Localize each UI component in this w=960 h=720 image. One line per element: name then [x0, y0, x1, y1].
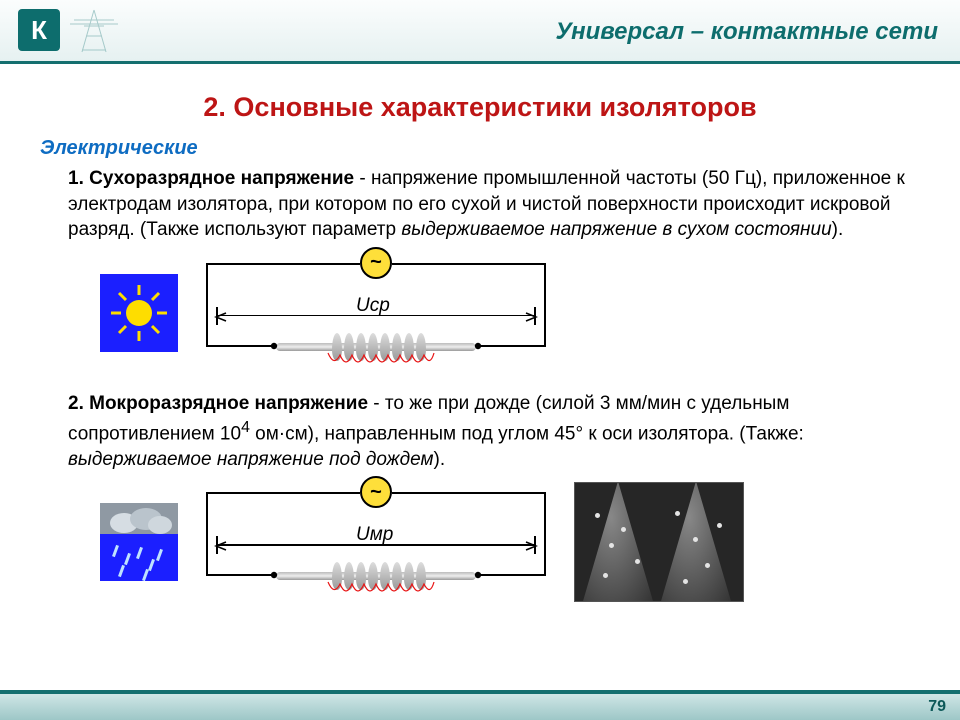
- u-label-wet: Uмр: [356, 524, 393, 546]
- figure-2: ~ Uмр: [100, 482, 920, 602]
- logo: К: [18, 6, 124, 54]
- wet-insulator-photo: [574, 482, 744, 602]
- page-number: 79: [928, 698, 946, 716]
- arrow-right-icon: [524, 312, 538, 322]
- item-2-tail: ).: [434, 449, 446, 470]
- item-2-lead: 2. Мокроразрядное напряжение: [68, 393, 368, 414]
- figure-1: ~ Ucр: [100, 253, 920, 373]
- u-label-dry: Ucр: [356, 295, 390, 317]
- sun-icon: [100, 274, 178, 352]
- main-title: 2. Основные характеристики изоляторов: [40, 92, 920, 123]
- logo-mark: К: [18, 9, 60, 51]
- circuit-dry: ~ Ucр: [196, 253, 556, 373]
- spark-icon: [326, 349, 436, 373]
- tower-icon: [64, 6, 124, 54]
- spark-icon: [326, 578, 436, 602]
- content-area: 2. Основные характеристики изоляторов Эл…: [0, 64, 960, 602]
- item-2-ital: выдерживаемое напряжение под дождем: [68, 449, 434, 470]
- ac-source-icon: ~: [360, 247, 392, 279]
- rain-icon: [100, 503, 178, 581]
- ac-source-icon: ~: [360, 476, 392, 508]
- subheading: Электрические: [40, 137, 920, 160]
- page-header: К Универсал – контактные сети: [0, 0, 960, 64]
- item-1-ital: выдерживаемое напряжение в сухом состоян…: [401, 219, 831, 240]
- item-1: 1. Сухоразрядное напряжение - напряжение…: [68, 166, 920, 243]
- item-2-sup: 4: [241, 419, 250, 436]
- footer-bar: 79: [0, 694, 960, 720]
- header-title: Универсал – контактные сети: [555, 18, 938, 46]
- item-2: 2. Мокроразрядное напряжение - то же при…: [68, 391, 920, 472]
- circuit-wet: ~ Uмр: [196, 482, 556, 602]
- item-1-tail: ).: [832, 219, 844, 240]
- arrow-right-icon: [524, 541, 538, 551]
- insulator-dry: [276, 331, 476, 363]
- insulator-wet: [276, 560, 476, 592]
- item-1-lead: 1. Сухоразрядное напряжение: [68, 168, 354, 189]
- item-2-body2: ом·см), направленным под углом 45° к оси…: [250, 423, 804, 444]
